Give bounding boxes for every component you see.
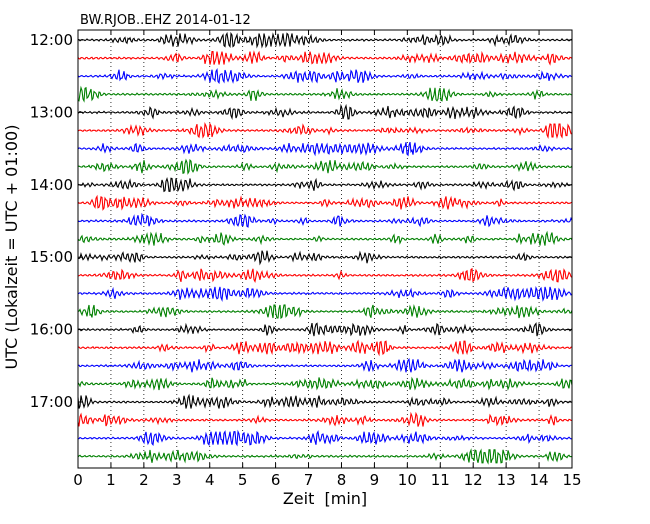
x-tick-label: 15 xyxy=(562,471,581,489)
seismic-trace-row xyxy=(77,411,573,427)
seismic-traces xyxy=(77,31,573,465)
y-axis-label: UTC (Lokalzeit = UTC + 01:00) xyxy=(2,125,21,370)
x-tick-label: 10 xyxy=(398,471,417,489)
y-tick-label: 14:00 xyxy=(30,176,73,194)
seismic-trace-row xyxy=(77,31,573,49)
seismic-trace-row xyxy=(77,376,573,391)
y-tick-label: 12:00 xyxy=(30,31,73,49)
chart-title: BW.RJOB..EHZ 2014-01-12 xyxy=(80,13,251,28)
seismic-trace-row xyxy=(77,194,573,211)
seismic-trace-row xyxy=(77,303,573,320)
seismic-trace-row xyxy=(77,68,573,85)
x-tick-label: 5 xyxy=(238,471,248,489)
seismic-trace-row xyxy=(77,103,573,121)
seismic-trace-row xyxy=(77,339,573,357)
seismic-trace-row xyxy=(77,141,573,157)
seismic-trace-row xyxy=(77,267,573,284)
seismic-trace-row xyxy=(77,357,573,373)
plot-frame xyxy=(77,29,573,469)
x-tick-label: 0 xyxy=(73,471,83,489)
x-tick-label: 2 xyxy=(139,471,149,489)
y-tick-label: 17:00 xyxy=(30,393,73,411)
seismic-trace-row xyxy=(77,285,573,302)
x-tick-label: 3 xyxy=(172,471,182,489)
seismic-trace-row xyxy=(77,212,573,228)
x-tick-label: 9 xyxy=(370,471,380,489)
seismic-trace-row xyxy=(77,448,573,465)
seismic-trace-row xyxy=(77,322,573,337)
x-tick-label: 8 xyxy=(337,471,347,489)
seismic-trace-row xyxy=(77,177,573,193)
x-tick-label: 14 xyxy=(530,471,549,489)
x-tick-label: 1 xyxy=(106,471,116,489)
x-tick-label: 4 xyxy=(205,471,215,489)
seismic-trace-row xyxy=(77,85,573,103)
x-axis-ticks: 0 1 2 3 4 5 6 7 8 9 10 11 12 13 14 15 xyxy=(73,30,582,489)
seismic-trace-row xyxy=(77,50,573,66)
y-axis-ticks: 12:00 13:00 14:00 15:00 16:00 17:00 xyxy=(30,31,572,411)
x-tick-label: 13 xyxy=(497,471,516,489)
seismic-trace-row xyxy=(77,230,573,246)
y-tick-label: 13:00 xyxy=(30,103,73,121)
y-tick-label: 15:00 xyxy=(30,248,73,266)
seismic-trace-row xyxy=(77,429,573,447)
x-tick-label: 7 xyxy=(304,471,314,489)
x-tick-label: 12 xyxy=(464,471,483,489)
seismic-trace-row xyxy=(77,250,573,266)
x-tick-label: 11 xyxy=(431,471,450,489)
x-axis-label: Zeit [min] xyxy=(283,489,367,508)
x-tick-label: 6 xyxy=(271,471,281,489)
seismic-trace-row xyxy=(77,393,573,409)
seismic-trace-row xyxy=(77,122,573,140)
seismic-trace-row xyxy=(77,158,573,175)
y-tick-label: 16:00 xyxy=(30,321,73,339)
